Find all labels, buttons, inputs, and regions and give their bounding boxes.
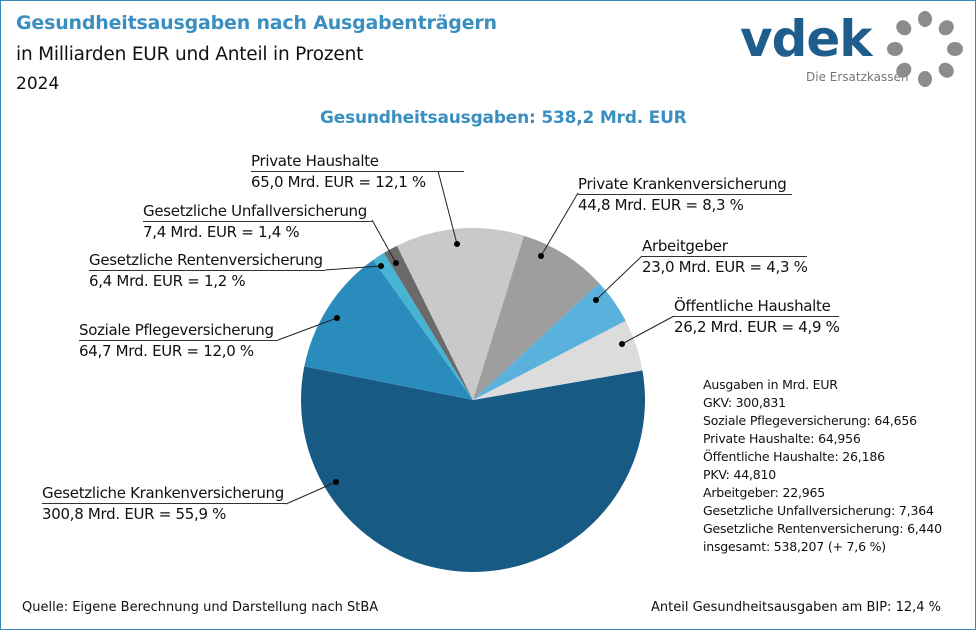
label-value: 64,7 Mrd. EUR = 12,0 % — [79, 342, 254, 360]
pie-slice-7 — [473, 320, 643, 400]
source-note: Quelle: Eigene Berechnung und Darstellun… — [22, 600, 379, 615]
label-name: Gesetzliche Krankenversicherung — [42, 483, 286, 504]
stats-line: PKV: 44,810 — [703, 467, 776, 482]
label-arbeitgeber: Arbeitgeber 23,0 Mrd. EUR = 4,3 % — [642, 236, 808, 277]
label-name: Öffentliche Haushalte — [674, 296, 839, 317]
logo-ring-segment — [896, 20, 912, 36]
logo-ring-segment — [947, 42, 963, 56]
label-value: 6,4 Mrd. EUR = 1,2 % — [89, 272, 246, 290]
label-private-haushalte: Private Haushalte 65,0 Mrd. EUR = 12,1 % — [251, 151, 464, 192]
label-value: 7,4 Mrd. EUR = 1,4 % — [143, 223, 300, 241]
label-rentenversicherung: Gesetzliche Rentenversicherung 6,4 Mrd. … — [89, 250, 325, 291]
expenditure-stats-box: Ausgaben in Mrd. EUR GKV: 300,831 Sozial… — [703, 376, 942, 556]
pie-total-title: Gesundheitsausgaben: 538,2 Mrd. EUR — [320, 108, 687, 128]
leader-dot-0 — [333, 479, 339, 485]
leader-line-5 — [540, 192, 579, 257]
stats-line: GKV: 300,831 — [703, 395, 786, 410]
leader-dot-3 — [393, 260, 399, 266]
label-oeffentliche-haushalte: Öffentliche Haushalte 26,2 Mrd. EUR = 4,… — [674, 296, 840, 337]
label-name: Soziale Pflegeversicherung — [79, 320, 278, 341]
label-value: 300,8 Mrd. EUR = 55,9 % — [42, 505, 227, 523]
label-name: Gesetzliche Rentenversicherung — [89, 250, 325, 271]
stats-line: Gesetzliche Rentenversicherung: 6,440 — [703, 521, 942, 536]
label-value: 23,0 Mrd. EUR = 4,3 % — [642, 258, 808, 276]
logo-ring-icon — [887, 11, 963, 87]
leader-dot-4 — [454, 241, 460, 247]
pie-slice-5 — [473, 235, 600, 400]
leader-line-4 — [437, 170, 458, 245]
stats-heading: Ausgaben in Mrd. EUR — [703, 377, 838, 392]
label-name: Private Haushalte — [251, 151, 464, 172]
label-value: 26,2 Mrd. EUR = 4,9 % — [674, 318, 840, 336]
leader-dot-2 — [378, 263, 384, 269]
logo-tagline: Die Ersatzkassen — [806, 70, 909, 84]
label-value: 44,8 Mrd. EUR = 8,3 % — [578, 196, 744, 214]
bip-share-note: Anteil Gesundheitsausgaben am BIP: 12,4 … — [651, 600, 941, 615]
chart-year: 2024 — [16, 74, 60, 94]
pie-slice-3 — [383, 245, 473, 400]
pie-slice-1 — [304, 259, 473, 400]
label-pflegeversicherung: Soziale Pflegeversicherung 64,7 Mrd. EUR… — [79, 320, 278, 361]
pie-slice-6 — [473, 283, 626, 400]
pie-slice-2 — [373, 252, 473, 400]
leader-dot-7 — [619, 341, 625, 347]
leader-line-7 — [621, 315, 675, 345]
label-name: Private Krankenversicherung — [578, 174, 792, 195]
vdek-logo: vdek Die Ersatzkassen — [736, 10, 963, 90]
label-value: 65,0 Mrd. EUR = 12,1 % — [251, 173, 426, 191]
pie-slice-0 — [300, 366, 645, 572]
logo-brand: vdek — [740, 10, 873, 68]
label-pkv: Private Krankenversicherung 44,8 Mrd. EU… — [578, 174, 792, 215]
stats-line: Öffentliche Haushalte: 26,186 — [703, 449, 885, 464]
leader-line-1 — [277, 317, 338, 341]
chart-subtitle: in Milliarden EUR und Anteil in Prozent — [16, 44, 364, 65]
chart-title: Gesundheitsausgaben nach Ausgabenträgern — [16, 12, 497, 34]
label-unfallversicherung: Gesetzliche Unfallversicherung 7,4 Mrd. … — [143, 201, 372, 242]
pie-slice-4 — [396, 228, 524, 400]
stats-line: Gesetzliche Unfallversicherung: 7,364 — [703, 503, 934, 518]
leader-dot-1 — [334, 315, 340, 321]
logo-ring-segment — [896, 62, 912, 78]
logo-ring-segment — [887, 42, 903, 56]
label-name: Gesetzliche Unfallversicherung — [143, 201, 372, 222]
logo-ring-segment — [938, 20, 954, 36]
stats-line: Soziale Pflegeversicherung: 64,656 — [703, 413, 917, 428]
stats-line: Arbeitgeber: 22,965 — [703, 485, 825, 500]
stats-line: Private Haushalte: 64,956 — [703, 431, 861, 446]
leader-dot-6 — [593, 297, 599, 303]
logo-ring-segment — [938, 62, 954, 78]
leader-dot-5 — [538, 253, 544, 259]
logo-ring-segment — [918, 71, 932, 87]
leader-line-2 — [324, 265, 382, 271]
stats-line: insgesamt: 538,207 (+ 7,6 %) — [703, 539, 886, 554]
leader-line-6 — [595, 255, 643, 301]
logo-ring-segment — [918, 11, 932, 27]
leader-line-3 — [371, 219, 397, 264]
leader-line-0 — [285, 481, 337, 505]
label-name: Arbeitgeber — [642, 236, 807, 257]
label-krankenversicherung: Gesetzliche Krankenversicherung 300,8 Mr… — [42, 483, 286, 524]
